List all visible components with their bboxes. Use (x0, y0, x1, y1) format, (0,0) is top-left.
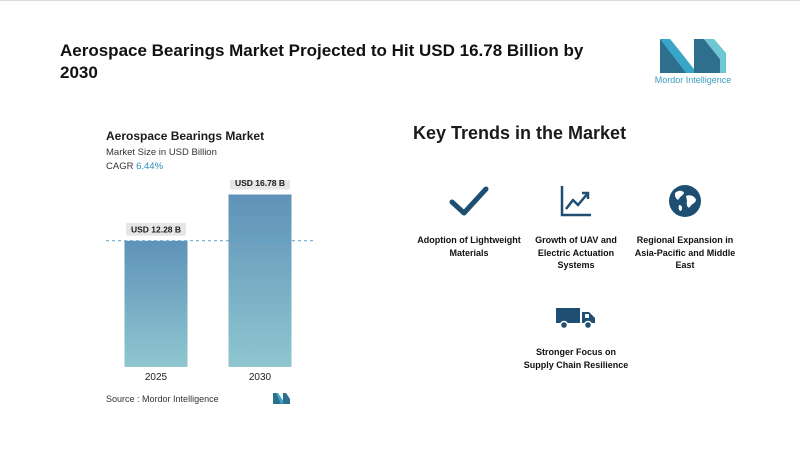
page-title: Aerospace Bearings Market Projected to H… (60, 41, 584, 82)
bar-chart: USD 12.28 B 2025 USD 16.78 B 2030 (106, 180, 314, 383)
top-divider (0, 0, 800, 1)
source-value: Mordor Intelligence (142, 394, 219, 404)
source-text: Source : Mordor Intelligence (106, 394, 219, 404)
chart-title: Aerospace Bearings Market (106, 129, 265, 143)
bar-2030 (228, 194, 292, 367)
trend-label: Adoption of Lightweight Materials (417, 235, 521, 258)
x-tick-label: 2025 (145, 372, 168, 383)
checkmark-icon (449, 186, 489, 216)
x-tick-label: 2030 (249, 372, 272, 383)
truck-icon (556, 308, 595, 330)
bar-2025 (124, 240, 188, 367)
trend-label: Growth of UAV and Electric Actuation Sys… (535, 235, 617, 270)
growth-chart-icon (560, 186, 591, 217)
trend-item-uav: Growth of UAV and Electric Actuation Sys… (521, 184, 631, 272)
data-label: USD 16.78 B (235, 180, 285, 188)
mordor-logo-mark (660, 39, 726, 73)
trend-item-lightweight: Adoption of Lightweight Materials (414, 184, 524, 259)
globe-icon (669, 185, 701, 217)
trend-item-supply-chain: Stronger Focus on Supply Chain Resilienc… (521, 306, 631, 371)
trend-label: Regional Expansion in Asia-Pacific and M… (634, 235, 736, 270)
data-label: USD 12.28 B (131, 224, 181, 234)
cagr-text: CAGR 6.44% (106, 161, 163, 172)
trend-item-regional: Regional Expansion in Asia-Pacific and M… (630, 184, 740, 272)
trends-title: Key Trends in the Market (413, 123, 627, 143)
chart-subtitle: Market Size in USD Billion (106, 147, 217, 158)
data-label-bg (126, 222, 186, 236)
trend-label: Stronger Focus on Supply Chain Resilienc… (523, 347, 629, 370)
mordor-logo: Mordor Intelligence (650, 37, 736, 89)
cagr-label: CAGR (106, 161, 134, 172)
cagr-value: 6.44% (136, 161, 164, 172)
source-label: Source : (106, 394, 140, 404)
data-label-bg (230, 180, 290, 190)
source-logo-icon (273, 393, 290, 404)
logo-text: Mordor Intelligence (654, 75, 732, 85)
